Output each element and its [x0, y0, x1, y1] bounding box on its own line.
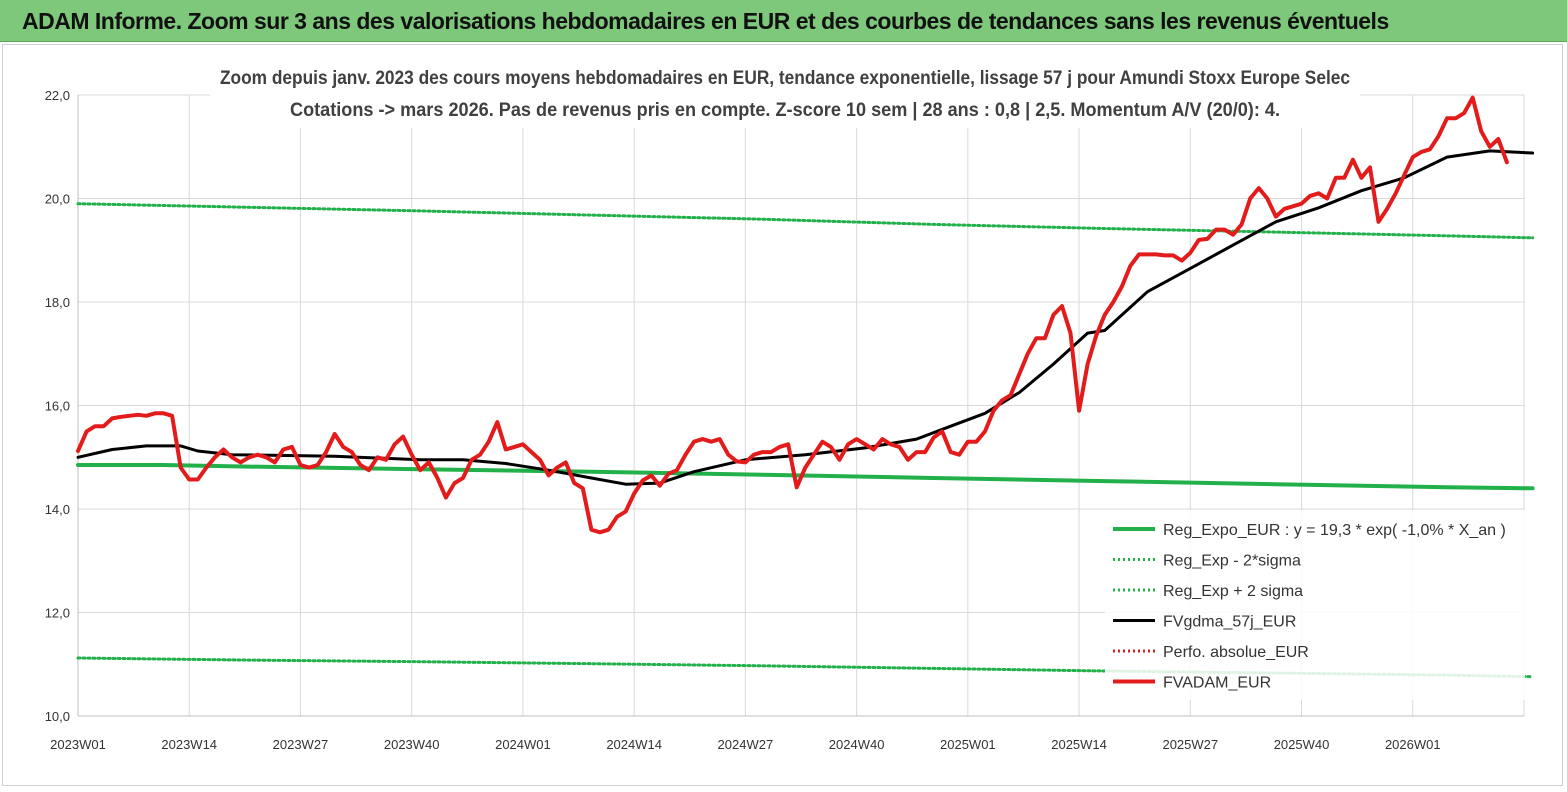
y-axis-ticks: 10,0 12,0 14,0 16,0 18,0 20,0 22,0 [45, 88, 70, 724]
x-tick-label: 2023W01 [50, 737, 106, 752]
y-tick-label: 18,0 [45, 295, 70, 310]
chart-frame [2, 44, 1563, 786]
legend-label: Reg_Expo_EUR : y = 19,3 * exp( -1,0% * X… [1163, 522, 1506, 539]
x-tick-label: 2024W27 [718, 737, 774, 752]
series-line-reg-exp-2-sigma [76, 202, 1535, 240]
legend-label: FVgdma_57j_EUR [1163, 614, 1296, 631]
x-tick-label: 2024W40 [829, 737, 885, 752]
x-tick-label: 2023W27 [273, 737, 329, 752]
x-tick-label: 2024W14 [606, 737, 662, 752]
legend-label: Reg_Exp - 2*sigma [1163, 553, 1301, 570]
y-tick-label: 14,0 [45, 502, 70, 517]
x-tick-label: 2025W27 [1162, 737, 1218, 752]
legend-label: Perfo. absolue_EUR [1163, 644, 1309, 661]
legend-label: FVADAM_EUR [1163, 675, 1271, 692]
series-line-reg-expo-eur-y-19-3-exp-1-0-x-an [76, 463, 1535, 491]
y-tick-label: 12,0 [45, 606, 70, 621]
legend-label: Reg_Exp + 2 sigma [1163, 583, 1303, 600]
y-tick-label: 22,0 [45, 88, 70, 103]
series-line-fvgdma-57j-eur [76, 149, 1535, 486]
y-tick-label: 16,0 [45, 399, 70, 414]
legend: Reg_Expo_EUR : y = 19,3 * exp( -1,0% * X… [1105, 510, 1525, 700]
x-axis-ticks: 2023W01 2023W14 2023W27 2023W40 2024W01 2024W… [50, 737, 1440, 752]
x-tick-label: 2024W01 [495, 737, 551, 752]
legend-background [1105, 510, 1525, 700]
chart-subtitle-line2: Cotations -> mars 2026. Pas de revenus p… [290, 100, 1280, 121]
report-title: ADAM Informe. Zoom sur 3 ans des valoris… [22, 8, 1389, 34]
x-tick-label: 2023W14 [161, 737, 217, 752]
x-tick-label: 2025W40 [1274, 737, 1330, 752]
series-line-fvadam-eur [76, 95, 1509, 535]
y-tick-label: 10,0 [45, 709, 70, 724]
x-tick-label: 2025W01 [940, 737, 996, 752]
x-tick-label: 2025W14 [1051, 737, 1107, 752]
axes [77, 95, 1524, 717]
chart-subtitle-line1: Zoom depuis janv. 2023 des cours moyens … [220, 68, 1350, 89]
x-tick-label: 2026W01 [1385, 737, 1441, 752]
x-tick-label: 2023W40 [384, 737, 440, 752]
report-banner: ADAM Informe. Zoom sur 3 ans des valoris… [0, 0, 1567, 42]
subtitle-background [210, 62, 1360, 128]
y-tick-label: 20,0 [45, 192, 70, 207]
